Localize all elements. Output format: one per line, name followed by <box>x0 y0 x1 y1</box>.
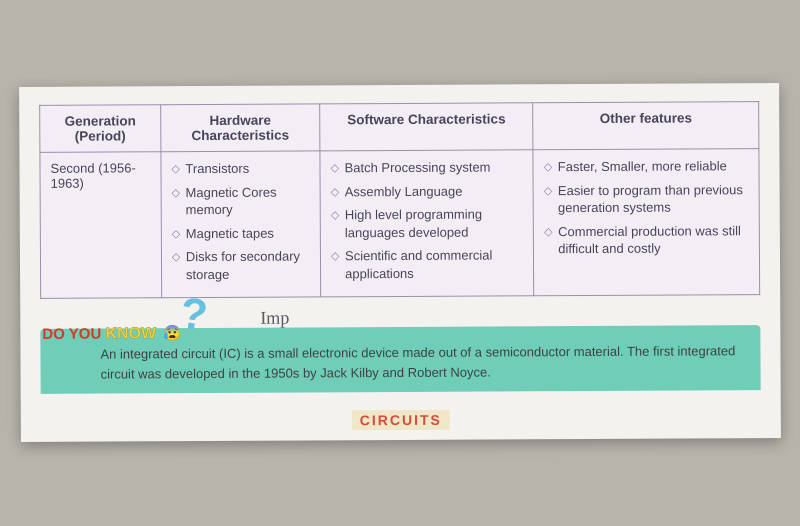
list-item: Disks for secondary storage <box>186 249 300 282</box>
list-item: Commercial production was still difficul… <box>558 223 741 257</box>
list-item: Assembly Language <box>345 184 463 200</box>
list-item: High level programming languages develop… <box>345 207 482 240</box>
cell-other: ◇ Faster, Smaller, more reliable ◇ Easier … <box>533 149 759 296</box>
worried-face-icon: 😰 <box>163 326 182 343</box>
list-item: Scientific and commercial applications <box>345 248 492 281</box>
do-you-know-label: DO YOU KNOW 😰 <box>42 325 182 345</box>
diamond-icon: ◇ <box>172 227 181 242</box>
diamond-icon: ◇ <box>172 251 181 266</box>
cell-software: ◇ Batch Processing system ◇ Assembly Langu… <box>320 150 534 297</box>
footer-partial-heading: CIRCUITS <box>352 410 450 431</box>
cell-hardware: ◇ Transistors ◇ Magnetic Cores memory ◇ Mag… <box>161 151 321 298</box>
diamond-icon: ◇ <box>544 161 553 176</box>
diamond-icon: ◇ <box>331 209 340 224</box>
diamond-icon: ◇ <box>331 250 340 265</box>
textbook-page: Generation (Period) Hardware Characteris… <box>19 83 781 442</box>
fact-text: An integrated circuit (IC) is a small el… <box>100 342 746 384</box>
do-you-know-box: ? Imp DO YOU KNOW 😰 An integrated circui… <box>40 326 760 395</box>
doyou-text: DO YOU <box>42 326 101 343</box>
col-hardware: Hardware Characteristics <box>161 104 320 152</box>
diamond-icon: ◇ <box>331 162 340 177</box>
generation-table: Generation (Period) Hardware Characteris… <box>39 101 760 299</box>
list-item: Easier to program than previous generati… <box>558 182 743 216</box>
diamond-icon: ◇ <box>544 225 553 240</box>
list-item: Batch Processing system <box>345 160 491 176</box>
cell-generation: Second (1956-1963) <box>40 152 162 299</box>
table-header-row: Generation (Period) Hardware Characteris… <box>40 102 759 153</box>
col-software: Software Characteristics <box>320 103 533 151</box>
diamond-icon: ◇ <box>171 163 180 178</box>
list-item: Magnetic tapes <box>186 226 274 241</box>
list-item: Transistors <box>185 161 249 176</box>
footer-strip: CIRCUITS <box>41 409 761 433</box>
diamond-icon: ◇ <box>331 185 340 200</box>
list-item: Faster, Smaller, more reliable <box>558 159 727 175</box>
diamond-icon: ◇ <box>172 186 181 201</box>
col-generation: Generation (Period) <box>40 105 161 153</box>
list-item: Magnetic Cores memory <box>185 185 276 218</box>
col-other: Other features <box>533 102 759 150</box>
diamond-icon: ◇ <box>544 184 553 199</box>
handwritten-note: Imp <box>260 308 289 329</box>
know-text: KNOW <box>105 326 156 343</box>
table-row: Second (1956-1963) ◇ Transistors ◇ Magneti… <box>40 149 760 299</box>
